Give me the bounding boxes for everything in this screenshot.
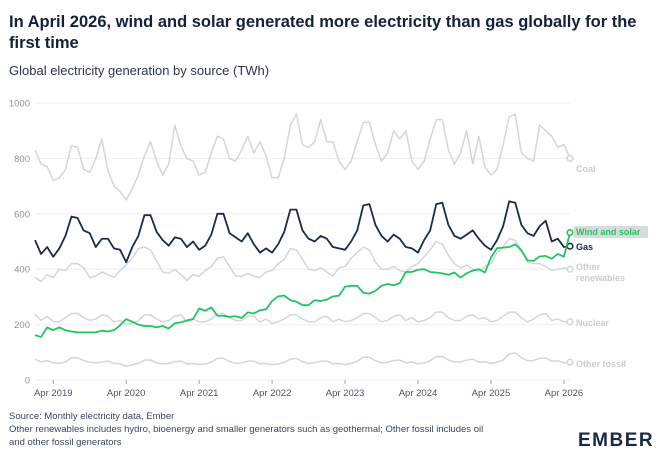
series-end-point-other-fossil [566,358,574,366]
chart-footer: Source: Monthly electricity data, Ember … [9,410,569,449]
source-note: Source: Monthly electricity data, Ember [9,411,175,422]
series-lines [34,113,574,367]
x-tick-label: Apr 2021 [180,388,219,399]
x-tick-label: Apr 2022 [253,388,292,399]
series-end-point-other-renewables [566,265,574,273]
x-tick-labels: Apr 2019 Apr 2020 Apr 2021 Apr 2022 Apr 2023… [34,380,583,399]
y-tick-label: 800 [14,154,30,165]
x-tick-label: Apr 2026 [545,388,584,399]
end-label-wind-and-solar: Wind and solar [576,227,641,237]
x-tick-label: Apr 2020 [107,388,146,399]
definitions-note-line1: Other renewables includes hydro, bioener… [9,424,484,435]
series-line-wind-and-solar [34,232,571,338]
x-tick-label: Apr 2025 [472,388,511,399]
chart-subtitle: Global electricity generation by source … [9,63,270,78]
y-tick-label: 0 [25,376,30,387]
end-label-gas: Gas [576,242,593,252]
series-end-point-gas [566,242,574,250]
end-label-other-renewables-2: renewables [576,273,625,283]
x-tick-label: Apr 2019 [34,388,73,399]
y-tick-label: 1000 [9,99,30,110]
series-line-nuclear [34,311,570,326]
end-label-other-fossil: Other fossil [576,359,626,369]
y-tick-labels: 0 200 400 600 800 1000 [9,99,30,387]
chart-title: In April 2026, wind and solar generated … [9,13,637,52]
end-label-wind-and-solar-highlight [574,226,648,238]
y-tick-label: 600 [14,209,30,220]
series-line-coal [34,113,571,201]
end-label-nuclear: Nuclear [576,318,610,328]
y-tick-label: 200 [14,320,30,331]
y-tick-label: 400 [14,265,30,276]
definitions-note-line2: and other fossil generators [9,437,122,448]
x-tick-label: Apr 2023 [326,388,365,399]
x-tick-label: Apr 2024 [399,388,438,399]
series-end-point-coal [566,154,574,162]
series-line-gas [34,200,571,264]
series-end-point-nuclear [566,318,574,326]
end-label-coal: Coal [576,164,596,174]
ember-logo: EMBER [578,430,655,451]
series-end-point-wind-and-solar [566,229,574,237]
end-label-other-renewables-1: Other [576,262,601,272]
grid-lines [35,102,570,381]
series-line-other-fossil [34,352,571,367]
